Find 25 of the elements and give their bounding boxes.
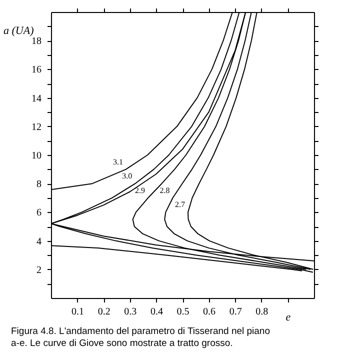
x-tick-label: 0.8 — [256, 306, 268, 318]
y-tick-label: 16 — [32, 64, 42, 76]
y-tick-label: 10 — [32, 150, 42, 162]
y-tick-label: 12 — [32, 122, 42, 133]
annotation: 2.7 — [175, 200, 186, 210]
x-tick-label: 0.1 — [72, 306, 84, 318]
x-tick-label: 0.3 — [124, 306, 137, 318]
x-axis-title: e — [286, 312, 291, 324]
x-tick-label: 0.6 — [203, 306, 216, 318]
y-tick-label: 6 — [36, 208, 42, 219]
y-tick-label: 2 — [36, 264, 42, 276]
y-tick-label: 18 — [32, 36, 42, 48]
annotation: 2.8 — [160, 186, 170, 195]
y-axis-title: a (UA) — [4, 25, 34, 38]
annotation: 3.1 — [112, 157, 123, 166]
annotation: 2.9 — [135, 186, 146, 195]
x-tick-label: 0.4 — [150, 306, 163, 318]
x-tick-label: 0.2 — [98, 306, 110, 318]
x-tick-label: 0.5 — [176, 306, 190, 318]
annotation: 3.0 — [122, 172, 132, 181]
x-tick-label: 0.7 — [229, 306, 242, 318]
y-tick-label: 14 — [32, 93, 42, 104]
y-tick-label: 4 — [36, 236, 42, 248]
text: Figura 4.8. L'andamento del parametro di Tisserand nel piano a-e. Le curve di Giove sono mostrate a tratto grosso. — [11, 326, 270, 349]
y-tick-label: 8 — [36, 179, 42, 190]
